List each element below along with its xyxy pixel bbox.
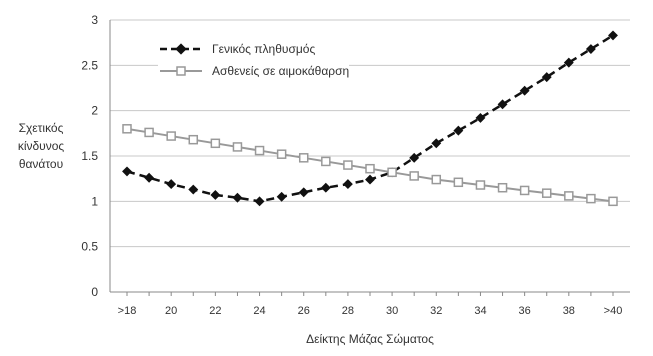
data-point-square <box>497 182 508 193</box>
y-tick-label: 1.5 <box>81 149 98 163</box>
x-tick-label: 26 <box>298 305 310 317</box>
data-point-diamond <box>232 192 243 203</box>
legend-item: Ασθενείς σε αιμοκάθαρση <box>158 60 349 82</box>
data-point-diamond <box>585 44 596 54</box>
data-point-square <box>431 174 442 185</box>
legend: Γενικός πληθυσμός Ασθενείς σε αιμοκάθαρσ… <box>158 38 350 82</box>
data-point-diamond <box>144 172 155 183</box>
x-tick-label: 20 <box>165 305 177 317</box>
y-axis-label-line: Σχετικός <box>18 121 64 135</box>
x-tick-label: 34 <box>474 305 486 317</box>
x-tick-label: 24 <box>253 305 265 317</box>
data-point-diamond <box>166 179 177 190</box>
data-point-square <box>321 156 331 167</box>
data-point-square <box>564 191 574 201</box>
data-point-diamond <box>563 57 574 68</box>
data-point-diamond <box>298 187 309 198</box>
y-tick-label: 0 <box>91 285 98 299</box>
y-tick-label: 0.5 <box>81 240 98 254</box>
data-point-square <box>541 188 552 198</box>
legend-swatch-dashed-diamond <box>160 43 202 55</box>
data-point-square <box>519 185 530 196</box>
data-point-square <box>254 145 265 156</box>
data-point-square <box>387 167 397 178</box>
data-point-square <box>188 134 199 145</box>
legend-label: Ασθενείς σε αιμοκάθαρση <box>212 64 350 78</box>
y-tick-label: 2.5 <box>81 58 98 72</box>
data-point-square <box>343 160 353 170</box>
data-point-square <box>365 163 375 174</box>
tick-labels: 0 0.5 1 1.5 2 2.5 3 >18 20 22 24 26 28 30 32 34 36 38 >40 <box>81 13 622 317</box>
x-tick-label: 38 <box>563 305 575 317</box>
data-point-diamond <box>122 166 132 177</box>
data-point-square <box>475 180 486 190</box>
data-point-diamond <box>276 191 287 202</box>
data-point-square <box>276 149 287 159</box>
y-tick-label: 1 <box>91 194 98 208</box>
data-point-diamond <box>254 196 265 207</box>
data-point-square <box>144 127 154 138</box>
data-point-square <box>210 138 221 149</box>
data-point-diamond <box>541 72 552 83</box>
y-tick-label: 2 <box>91 104 98 118</box>
data-point-diamond <box>188 184 199 195</box>
data-point-square <box>409 171 419 181</box>
x-axis-label: Δείκτης Μάζας Σώματος <box>306 332 434 346</box>
x-tick-label: 32 <box>430 305 442 317</box>
data-point-diamond <box>320 182 331 193</box>
legend-label: Γενικός πληθυσμός <box>212 42 316 56</box>
data-point-diamond <box>342 179 353 190</box>
data-point-diamond <box>210 190 221 200</box>
data-point-square <box>453 177 464 188</box>
x-tick-label: 30 <box>386 305 398 317</box>
axes <box>109 20 630 296</box>
data-point-square <box>166 131 176 141</box>
data-point-diamond <box>453 125 464 136</box>
data-point-square <box>586 193 596 204</box>
x-tick-label: 28 <box>342 305 354 317</box>
y-axis-label-line: θανάτου <box>18 157 64 171</box>
data-point-diamond <box>409 152 420 163</box>
data-point-square <box>122 124 132 134</box>
legend-swatch-solid-square <box>160 66 202 76</box>
x-tick-label: >40 <box>604 305 623 317</box>
data-point-square <box>298 153 309 163</box>
legend-item: Γενικός πληθυσμός <box>158 38 349 60</box>
data-point-square <box>232 142 243 152</box>
data-point-square <box>608 196 618 207</box>
series <box>122 30 618 207</box>
y-tick-label: 3 <box>91 13 98 27</box>
data-point-diamond <box>519 85 530 96</box>
data-point-diamond <box>431 138 442 149</box>
x-tick-label: >18 <box>118 305 137 317</box>
data-point-diamond <box>365 174 375 185</box>
data-point-diamond <box>608 30 618 41</box>
x-tick-label: 22 <box>209 305 221 317</box>
y-axis-label-line: κίνδυνος <box>17 139 65 153</box>
x-tick-label: 36 <box>519 305 531 317</box>
